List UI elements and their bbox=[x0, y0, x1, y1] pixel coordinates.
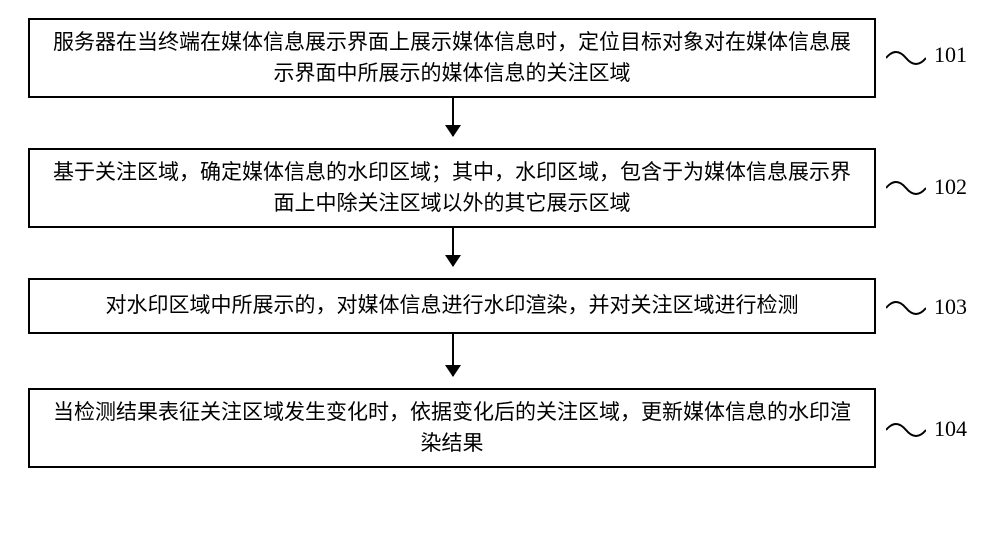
arrow-3 bbox=[452, 334, 454, 376]
arrow-1 bbox=[452, 98, 454, 136]
connector-curve-2 bbox=[886, 176, 926, 200]
step-text-1: 服务器在当终端在媒体信息展示界面上展示媒体信息时，定位目标对象对在媒体信息展示界… bbox=[50, 27, 854, 90]
arrow-2 bbox=[452, 228, 454, 266]
step-text-2: 基于关注区域，确定媒体信息的水印区域；其中，水印区域，包含于为媒体信息展示界面上… bbox=[50, 157, 854, 220]
step-number-2: 102 bbox=[934, 174, 967, 200]
connector-curve-3 bbox=[886, 296, 926, 320]
step-box-3: 对水印区域中所展示的，对媒体信息进行水印渲染，并对关注区域进行检测 bbox=[28, 278, 876, 334]
step-text-4: 当检测结果表征关注区域发生变化时，依据变化后的关注区域，更新媒体信息的水印渲染结… bbox=[50, 397, 854, 460]
step-number-3: 103 bbox=[934, 294, 967, 320]
step-number-1: 101 bbox=[934, 42, 967, 68]
step-box-1: 服务器在当终端在媒体信息展示界面上展示媒体信息时，定位目标对象对在媒体信息展示界… bbox=[28, 18, 876, 98]
step-box-2: 基于关注区域，确定媒体信息的水印区域；其中，水印区域，包含于为媒体信息展示界面上… bbox=[28, 148, 876, 228]
step-text-3: 对水印区域中所展示的，对媒体信息进行水印渲染，并对关注区域进行检测 bbox=[106, 290, 799, 322]
connector-curve-4 bbox=[886, 418, 926, 442]
step-box-4: 当检测结果表征关注区域发生变化时，依据变化后的关注区域，更新媒体信息的水印渲染结… bbox=[28, 388, 876, 468]
connector-curve-1 bbox=[886, 46, 926, 70]
step-number-4: 104 bbox=[934, 416, 967, 442]
